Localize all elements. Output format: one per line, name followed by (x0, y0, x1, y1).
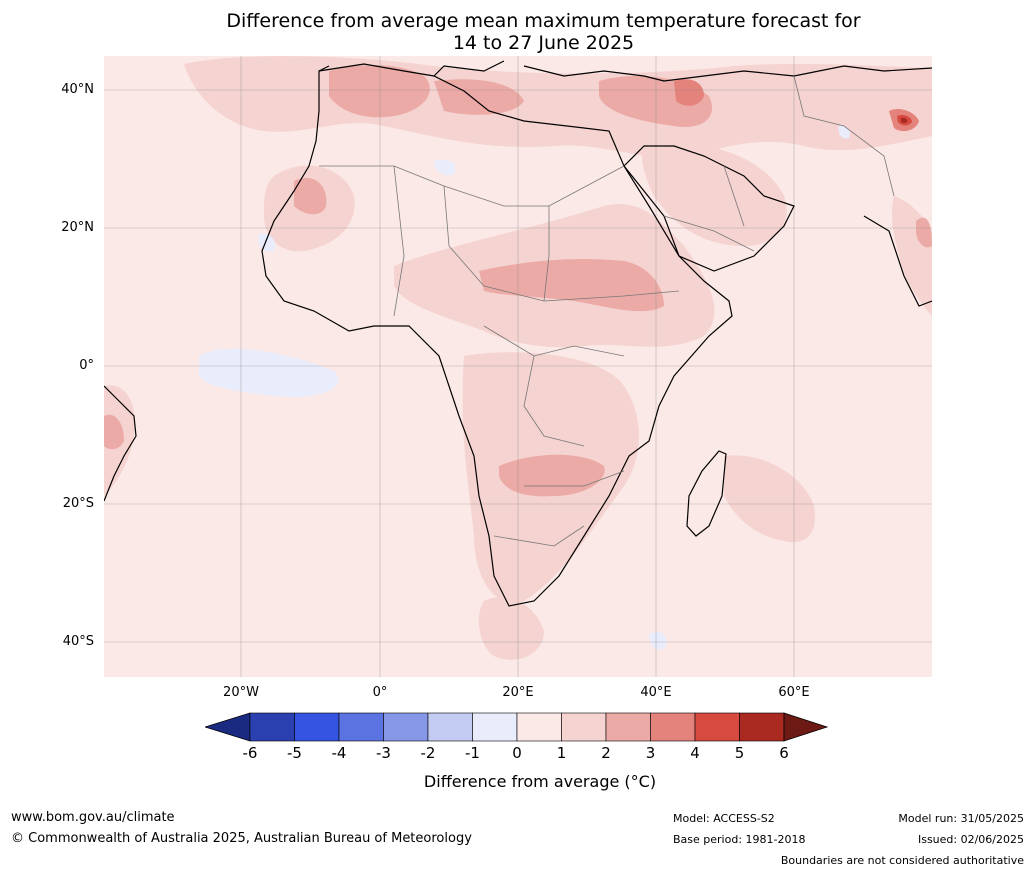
anomaly-neg-cape-verde (258, 233, 276, 252)
colorbar-tick-label: -1 (465, 744, 480, 762)
lat-label-0: 0° (79, 358, 94, 373)
anomaly-neg-sahara (434, 159, 456, 176)
anomaly-neg-caspian (838, 125, 850, 139)
colorbar-tick-label: 4 (690, 744, 700, 762)
colorbar (205, 712, 829, 742)
title-line-1: Difference from average mean maximum tem… (226, 10, 861, 32)
temperature-anomaly-map (104, 56, 932, 677)
anomaly-2-3-india-west (916, 217, 932, 248)
footer-website: www.bom.gov.au/climate (11, 810, 175, 825)
colorbar-tick-label: -2 (420, 744, 436, 762)
chart-title: Difference from average mean maximum tem… (0, 10, 1035, 54)
south-america-coastline (104, 385, 137, 502)
lat-label-20n: 20°N (61, 220, 94, 235)
india-coastline (863, 215, 932, 307)
colorbar-extend-max (783, 712, 829, 742)
anomaly-5-6-tibet (901, 117, 908, 124)
lat-label-40n: 40°N (61, 82, 94, 97)
colorbar-segment (739, 712, 785, 742)
anomaly-2-3-sahel-band (479, 259, 664, 312)
colorbar-title: Difference from average (°C) (423, 772, 657, 791)
madagascar-coastline (686, 450, 727, 537)
anomaly-2-3-iberia (329, 64, 430, 118)
colorbar-segment (472, 712, 518, 742)
lon-label-60e: 60°E (778, 685, 810, 700)
footer-model: Model: ACCESS-S2 (673, 812, 775, 825)
anomaly-2-3-western-sahara (294, 177, 327, 215)
country-borders (319, 75, 895, 547)
colorbar-segment (249, 712, 295, 742)
footer-copyright: © Commonwealth of Australia 2025, Austra… (11, 831, 472, 846)
colorbar-extend-min (205, 712, 251, 742)
lat-label-20s: 20°S (62, 496, 94, 511)
colorbar-tick-label: -6 (242, 744, 258, 762)
europe-coastline (318, 60, 932, 82)
anomaly-regions (104, 56, 932, 660)
colorbar-tick-label: -3 (376, 744, 391, 762)
lat-label-40s: 40°S (62, 634, 94, 649)
colorbar-segment (427, 712, 473, 742)
anomaly-3-4-turkey-east (674, 79, 704, 106)
anomaly-1-2-indian-ocean (724, 455, 815, 543)
lon-label-20e: 20°E (502, 685, 534, 700)
colorbar-tick-label: 1 (556, 744, 567, 762)
footer-issued: Issued: 02/06/2025 (917, 833, 1024, 846)
anomaly-2-3-atlantic-west (104, 414, 124, 450)
colorbar-segment (338, 712, 384, 742)
colorbar-segment (561, 712, 607, 742)
footer-base-period: Base period: 1981-2018 (673, 833, 806, 846)
arabia-coastline (623, 145, 795, 272)
anomaly-1-2-south-atlantic (478, 597, 544, 660)
colorbar-tick-label: 6 (779, 744, 789, 762)
africa-coastline (261, 63, 733, 607)
colorbar-segment (516, 712, 562, 742)
colorbar-segment (605, 712, 651, 742)
colorbar-segment (383, 712, 429, 742)
footer-model-run: Model run: 31/05/2025 (898, 812, 1024, 825)
lon-label-0: 0° (372, 685, 388, 700)
colorbar-tick-label: 2 (601, 744, 611, 762)
gridlines (104, 56, 932, 677)
colorbar-tick-label: -4 (331, 744, 347, 762)
title-line-2: 14 to 27 June 2025 (452, 32, 635, 54)
lon-label-20w: 20°W (223, 685, 259, 700)
footer-disclaimer: Boundaries are not considered authoritat… (780, 854, 1024, 867)
colorbar-segment (294, 712, 340, 742)
lon-label-40e: 40°E (640, 685, 672, 700)
colorbar-tick-label: -5 (287, 744, 302, 762)
colorbar-tick-label: 5 (734, 744, 745, 762)
anomaly-neg-atlantic (199, 348, 339, 397)
coastlines (104, 60, 932, 607)
colorbar-tick-label: 3 (645, 744, 656, 762)
colorbar-segment (694, 712, 740, 742)
colorbar-tick-label: 0 (512, 744, 522, 762)
anomaly-neg-south-atlantic (649, 631, 667, 650)
anomaly-2-3-mediterranean (434, 79, 524, 115)
colorbar-segment (650, 712, 696, 742)
